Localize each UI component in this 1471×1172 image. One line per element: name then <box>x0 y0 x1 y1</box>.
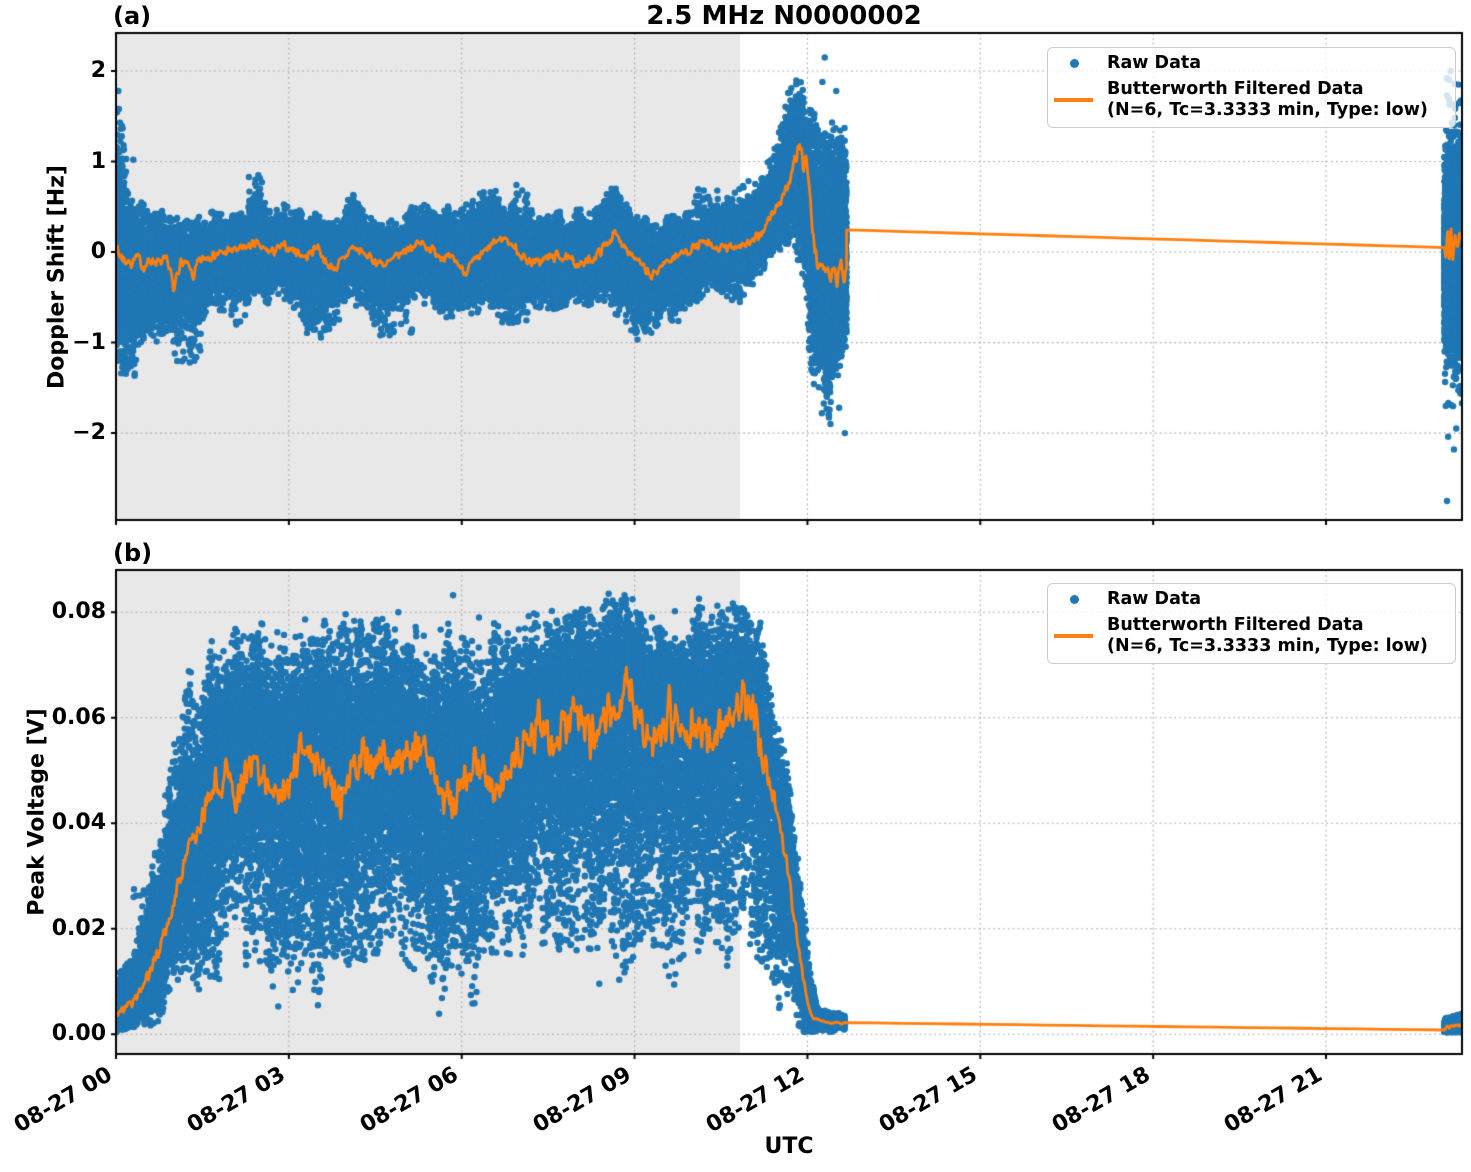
legend-filtered-entry: Butterworth Filtered Data (N=6, Tc=3.3333… <box>1048 79 1445 121</box>
filtered-line-icon <box>1054 634 1093 638</box>
legend-filtered-label-line1: Butterworth Filtered Data <box>1107 615 1364 635</box>
legend-marker-cell <box>1048 595 1107 604</box>
legend-filtered-label-line1: Butterworth Filtered Data <box>1107 79 1364 99</box>
panel-b-letter: (b) <box>113 539 153 567</box>
legend-marker-cell <box>1048 59 1107 68</box>
y-tick-label: 1 <box>90 148 106 174</box>
figure-title: 2.5 MHz N0000002 <box>646 1 922 31</box>
legend-raw-data-entry: Raw Data <box>1048 51 1445 76</box>
panel-a-letter: (a) <box>113 2 152 30</box>
y-tick-label: 0.04 <box>51 810 106 836</box>
legend-marker-cell <box>1048 634 1107 638</box>
y-tick-label: 0.02 <box>51 915 106 941</box>
legend-raw-data-entry: Raw Data <box>1048 587 1445 612</box>
legend-filtered-entry: Butterworth Filtered Data (N=6, Tc=3.3333… <box>1048 615 1445 657</box>
raw-data-dot-icon <box>1070 59 1079 68</box>
legend-marker-cell <box>1048 98 1107 102</box>
raw-data-dot-icon <box>1070 595 1079 604</box>
legend-filtered-label: Butterworth Filtered Data (N=6, Tc=3.3333… <box>1107 79 1428 121</box>
x-axis-label: UTC <box>764 1134 814 1159</box>
panel-b-y-axis-label: Peak Voltage [V] <box>24 708 50 916</box>
panel-a-y-axis-label: Doppler Shift [Hz] <box>44 164 70 389</box>
y-tick-label: −2 <box>72 420 106 446</box>
y-tick-label: 0.00 <box>51 1021 106 1047</box>
legend-filtered-label-line2: (N=6, Tc=3.3333 min, Type: low) <box>1107 100 1428 120</box>
legend-filtered-label: Butterworth Filtered Data (N=6, Tc=3.3333… <box>1107 615 1428 657</box>
panel-a-legend: Raw Data Butterworth Filtered Data (N=6, … <box>1047 47 1456 128</box>
panel-b-legend: Raw Data Butterworth Filtered Data (N=6, … <box>1047 583 1456 664</box>
y-tick-label: 0 <box>90 239 106 265</box>
y-tick-label: −1 <box>72 329 106 355</box>
y-tick-label: 0.06 <box>51 704 106 730</box>
legend-raw-data-label: Raw Data <box>1107 53 1202 73</box>
legend-raw-data-label: Raw Data <box>1107 589 1202 609</box>
legend-filtered-label-line2: (N=6, Tc=3.3333 min, Type: low) <box>1107 636 1428 656</box>
filtered-line-icon <box>1054 98 1093 102</box>
y-tick-label: 0.08 <box>51 599 106 625</box>
y-tick-label: 2 <box>90 58 106 84</box>
